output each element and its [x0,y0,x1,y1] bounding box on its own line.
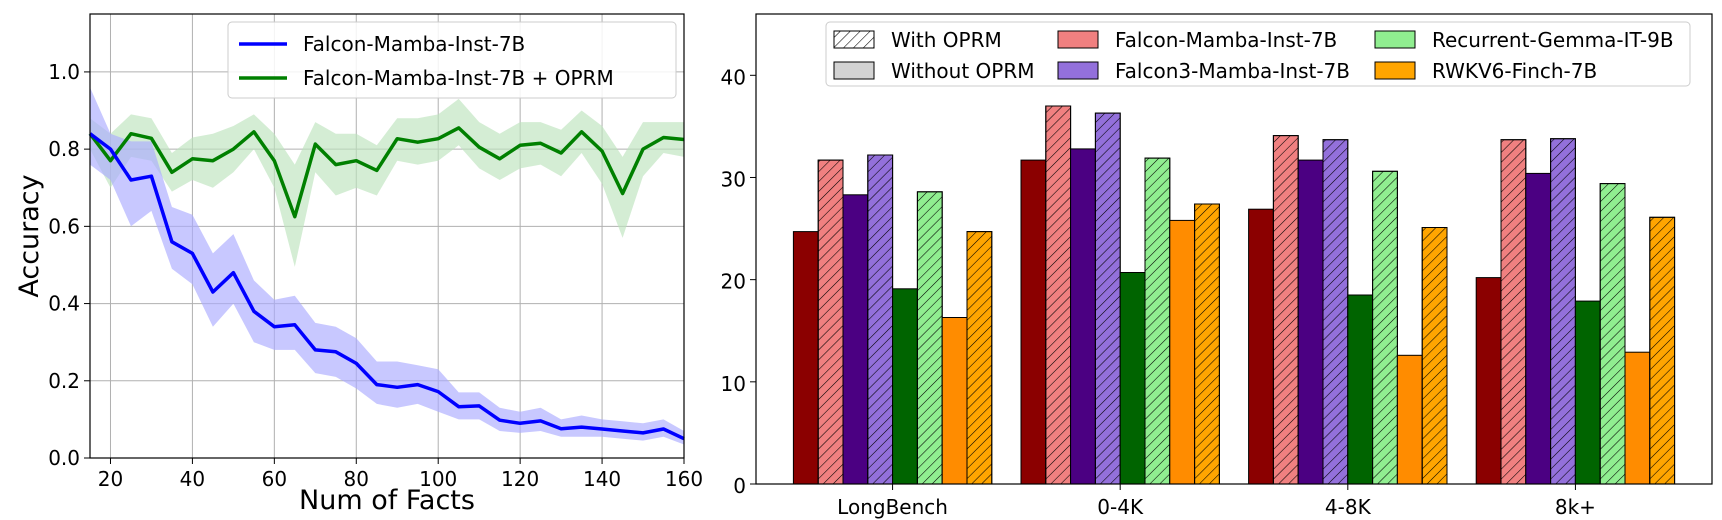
legend-swatch-falcon-mamba [1057,30,1099,49]
bar-without-oprm [1169,219,1196,485]
bar-without-oprm [1624,351,1651,485]
legend-swatch-rwkv6 [1374,61,1416,80]
x-axis-label: Num of Facts [299,485,475,516]
legend-box [227,21,677,99]
bar-without-oprm [1248,208,1274,485]
legend: Falcon-Mamba-Inst-7B Falcon-Mamba-Inst-7… [227,21,677,99]
benchmark-bar-chart: LongBench 0-4K 4-8K 8k+ 0 10 20 30 40 With OPRM… [721,13,1713,519]
bar-hatch-overlay [1649,216,1676,485]
y-axis-label: Accuracy [14,174,45,297]
bar-hatch-overlay [1144,157,1171,485]
x-tick-label: 140 [583,467,621,491]
legend-swatch-recurrent-gemma [1374,30,1416,49]
y-tick-label: 0 [733,474,746,498]
series-line-1 [88,126,685,219]
bar-hatch-overlay [1500,139,1527,485]
x-tick-labels: 20 40 60 80 100 120 140 160 [98,458,703,491]
bar-without-oprm [1574,300,1601,485]
plot-frame [89,13,685,459]
confidence-band-1 [90,98,684,267]
legend-label-falcon-mamba: Falcon-Mamba-Inst-7B [1115,28,1337,52]
bar-hatch-overlay [817,159,844,485]
x-tick-label: 8k+ [1555,495,1596,519]
x-tick-label: 80 [344,467,369,491]
legend-label-falcon3-mamba: Falcon3-Mamba-Inst-7B [1115,59,1350,83]
bar-without-oprm [1297,159,1324,485]
bar-without-oprm [1396,354,1423,485]
bar-without-oprm [1475,277,1502,485]
x-tick-label: 60 [262,467,287,491]
bar-hatch-overlay [1599,183,1626,485]
legend: With OPRM Without OPRM Falcon-Mamba-Inst… [825,21,1691,87]
x-tick-label: 100 [419,467,457,491]
bar-hatch-overlay [1550,138,1576,485]
y-tick-label: 40 [721,65,746,89]
bar-without-oprm [941,317,968,485]
confidence-band-0 [90,87,684,445]
series-lines [88,126,685,441]
y-tick-label: 10 [721,372,746,396]
x-tick-label: 40 [180,467,205,491]
x-tick-label: LongBench [837,495,948,519]
legend-label-falcon-mamba-oprm: Falcon-Mamba-Inst-7B + OPRM [303,66,614,90]
bar-without-oprm [1525,172,1552,485]
y-tick-label: 0.2 [48,369,80,393]
plot-frame [755,13,1713,485]
bar-hatch-overlay [1272,135,1299,485]
y-tick-label: 0.8 [48,137,80,161]
y-tick-label: 30 [721,167,746,191]
y-tick-label: 20 [721,270,746,294]
bar-without-oprm [1347,294,1374,485]
legend-box [825,21,1691,87]
bar-hatch-overlay [916,191,943,485]
bar-without-oprm [1119,272,1146,485]
x-tick-label: 120 [501,467,539,491]
bar-hatch-overlay [1322,139,1349,485]
bar-hatch-overlay [867,154,894,485]
x-tick-label: 4-8K [1325,495,1372,519]
legend-label-falcon-mamba: Falcon-Mamba-Inst-7B [303,32,525,56]
legend-swatch-falcon3-mamba [1057,61,1099,80]
bar-without-oprm [892,288,918,485]
x-tick-label: 0-4K [1097,495,1144,519]
confidence-bands [90,87,684,445]
x-tick-label: 20 [98,467,123,491]
bar-hatch-overlay [1372,170,1398,485]
bar-hatch-overlay [966,231,993,485]
bar-hatch-overlay [1094,112,1121,485]
bar-without-oprm [1020,159,1047,485]
y-tick-label: 0.4 [48,292,80,316]
bar-without-oprm [1070,148,1096,485]
y-tick-label: 0.6 [48,214,80,238]
bars [792,105,1676,485]
y-tick-label: 1.0 [48,60,80,84]
bar-hatch-overlay [1194,203,1220,485]
y-tick-labels: 0 10 20 30 40 [721,65,756,498]
bar-without-oprm [842,194,869,485]
series-line-0 [88,132,685,441]
y-tick-labels: 0.0 0.2 0.4 0.6 0.8 1.0 [48,60,90,470]
x-tick-labels: LongBench 0-4K 4-8K 8k+ [837,484,1596,519]
bar-hatch-overlay [1045,105,1072,485]
legend-swatch-with-oprm [833,30,875,49]
y-tick-label: 0.0 [48,446,80,470]
legend-label-with-oprm: With OPRM [891,28,1002,52]
x-tick-label: 160 [665,467,703,491]
legend-label-rwkv6: RWKV6-Finch-7B [1432,59,1597,83]
legend-swatch-without-oprm [833,61,875,80]
bar-hatch-overlay [1421,227,1448,485]
legend-label-without-oprm: Without OPRM [891,59,1034,83]
accuracy-line-chart: 20 40 60 80 100 120 140 160 0.00.20.40.60.81.0 … [14,13,703,516]
legend-label-recurrent-gemma: Recurrent-Gemma-IT-9B [1432,28,1674,52]
bar-without-oprm [792,231,819,485]
